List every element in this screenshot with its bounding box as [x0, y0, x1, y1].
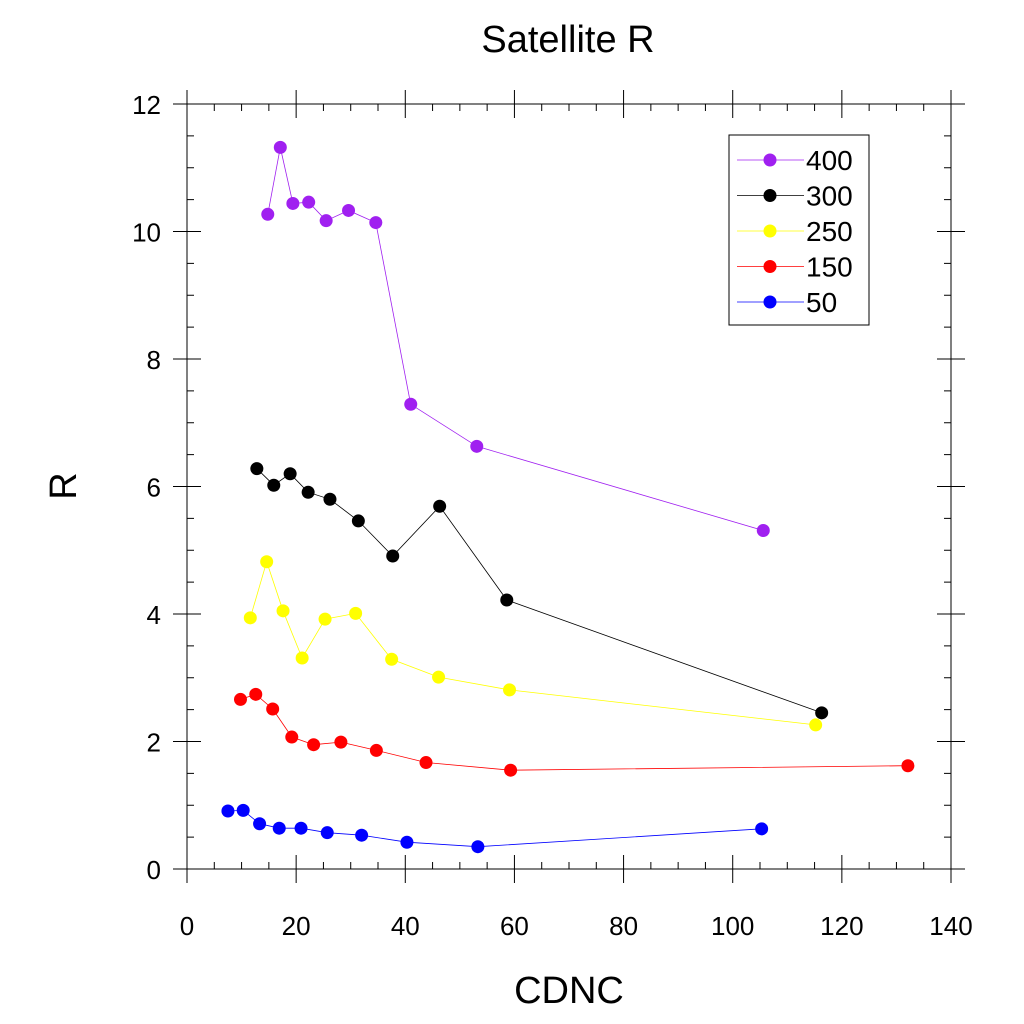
data-point-250: [385, 652, 399, 666]
legend-marker: [763, 153, 777, 167]
x-tick-label: 0: [180, 911, 194, 941]
data-point-150: [369, 743, 383, 757]
series-line-250: [249, 560, 816, 726]
x-tick-label: 100: [711, 911, 754, 941]
legend-item-250: 250: [737, 216, 853, 247]
y-tick-label: 6: [147, 473, 161, 503]
data-point-50: [272, 821, 286, 835]
data-point-400: [369, 216, 383, 230]
data-point-250: [503, 683, 517, 697]
series-250: [243, 555, 823, 732]
y-tick-label: 4: [147, 600, 161, 630]
data-point-50: [236, 803, 250, 817]
data-point-300: [283, 467, 297, 481]
legend-label: 50: [806, 287, 837, 318]
data-point-300: [500, 593, 514, 607]
data-point-150: [249, 687, 263, 701]
data-point-150: [901, 759, 915, 773]
data-point-400: [342, 203, 356, 217]
x-tick-label: 20: [282, 911, 311, 941]
data-point-300: [250, 462, 264, 476]
x-tick-label: 40: [391, 911, 420, 941]
data-point-300: [301, 485, 315, 499]
y-tick-label: 0: [147, 855, 161, 885]
legend-marker: [763, 260, 777, 273]
data-point-250: [243, 611, 257, 625]
data-point-150: [307, 738, 321, 752]
data-point-400: [756, 523, 770, 537]
legend-marker: [763, 189, 777, 202]
tick-labels: 0 20 40 60 80 100 120 140 0 2 4 6 8 10 12: [132, 90, 973, 941]
data-point-150: [266, 702, 280, 716]
data-point-50: [294, 821, 308, 835]
series-300: [250, 462, 829, 720]
x-tick-label: 140: [929, 911, 972, 941]
data-point-300: [815, 706, 829, 720]
data-point-300: [386, 549, 400, 563]
series-line-50: [227, 809, 762, 848]
y-tick-label: 12: [132, 90, 161, 120]
data-point-50: [320, 826, 334, 840]
legend-item-50: 50: [737, 287, 837, 318]
legend-label: 150: [806, 252, 853, 283]
data-point-50: [221, 804, 235, 818]
data-point-50: [471, 840, 485, 854]
y-tick-label: 2: [147, 728, 161, 758]
series-line-150: [240, 693, 908, 771]
data-point-250: [318, 612, 332, 626]
data-point-50: [755, 822, 769, 836]
data-point-400: [286, 196, 300, 210]
y-tick-label: 10: [132, 218, 161, 248]
legend-label: 300: [806, 181, 853, 212]
axis-ticks: [173, 90, 965, 883]
data-point-400: [404, 397, 418, 411]
x-tick-label: 80: [609, 911, 638, 941]
legend-label: 250: [806, 216, 853, 247]
data-point-50: [400, 835, 414, 849]
legend-label: 400: [806, 145, 853, 176]
data-point-400: [261, 207, 275, 221]
data-point-150: [504, 763, 518, 777]
data-point-250: [349, 606, 363, 620]
data-point-300: [323, 492, 337, 506]
data-point-400: [302, 195, 316, 209]
series-line-300: [256, 468, 822, 714]
series-400: [261, 140, 770, 537]
x-axis-title: CDNC: [514, 970, 624, 1012]
legend-box: [728, 134, 870, 326]
data-point-150: [334, 735, 348, 749]
legend-item-300: 300: [737, 181, 853, 212]
data-point-150: [419, 756, 433, 770]
data-point-250: [295, 651, 309, 665]
data-point-300: [433, 499, 447, 513]
legend-marker: [763, 295, 777, 309]
data-point-400: [470, 439, 484, 453]
legend-marker: [763, 224, 777, 238]
data-point-50: [355, 828, 369, 842]
y-axis-title: R: [43, 472, 85, 499]
data-point-150: [233, 692, 247, 706]
x-tick-label: 60: [500, 911, 529, 941]
data-point-400: [319, 214, 333, 228]
x-tick-label: 120: [820, 911, 863, 941]
chart-title: Satellite R: [481, 19, 654, 61]
legend-item-150: 150: [737, 252, 853, 283]
data-point-250: [432, 670, 446, 684]
data-point-50: [253, 817, 267, 831]
series-group: [221, 140, 915, 854]
series-50: [221, 803, 769, 854]
data-point-250: [809, 718, 823, 732]
data-point-300: [351, 514, 365, 528]
data-point-250: [276, 604, 290, 618]
series-150: [233, 687, 915, 777]
data-point-300: [267, 478, 281, 492]
legend: 400 300 250 150 50: [728, 134, 870, 326]
series-line-400: [267, 147, 764, 531]
data-point-250: [260, 555, 274, 569]
data-point-400: [273, 140, 287, 154]
data-point-150: [285, 730, 299, 744]
y-tick-label: 8: [147, 345, 161, 375]
legend-item-400: 400: [737, 145, 853, 176]
